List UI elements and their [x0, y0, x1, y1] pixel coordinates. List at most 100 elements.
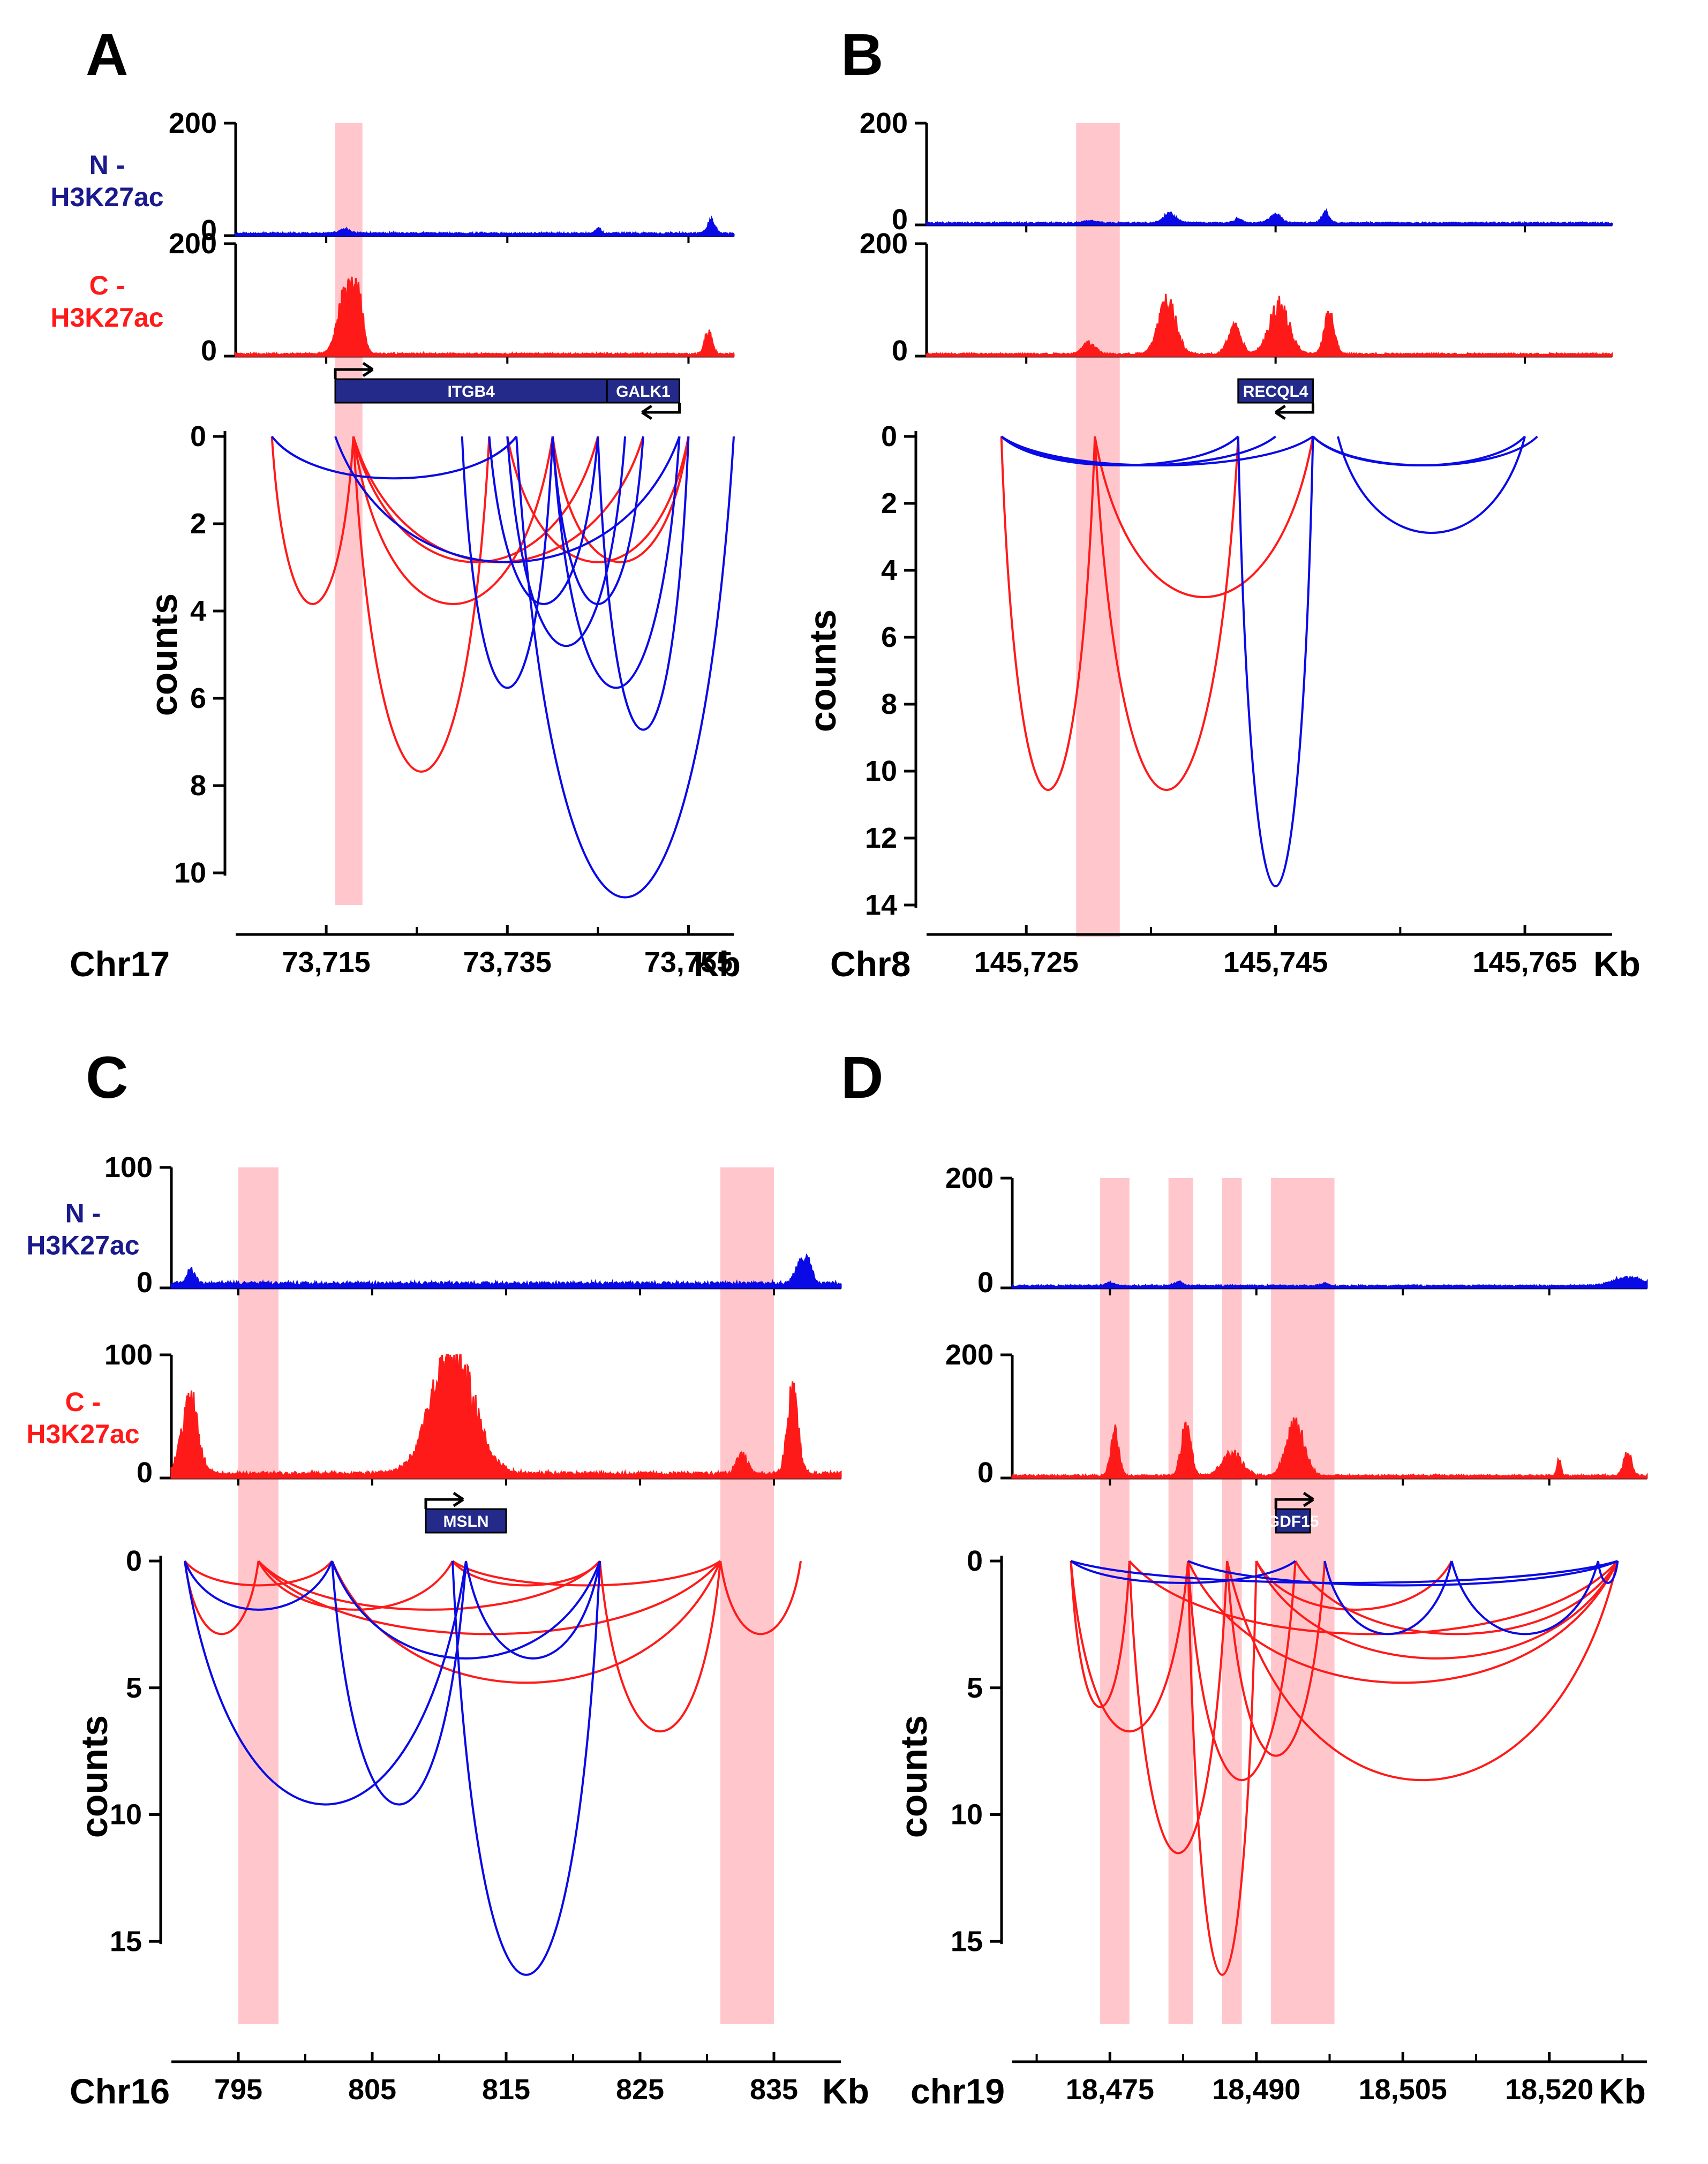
track-label: N -	[89, 150, 125, 180]
y-tick-label: 0	[137, 1457, 153, 1489]
arc-normal	[271, 435, 517, 480]
arc-plot: 0 2 4 6 8 10 12 14 counts	[802, 420, 1538, 921]
arc-normal	[1312, 435, 1538, 466]
arc-y-label: counts	[802, 609, 844, 732]
arc-y-tick-label: 12	[865, 822, 897, 854]
genomic-tick-label: 795	[214, 2073, 262, 2106]
track-label: H3K27ac	[26, 1419, 139, 1449]
arc-y-tick-label: 5	[126, 1672, 142, 1704]
track-normal: 0 200	[860, 107, 1613, 236]
arc-normal	[551, 436, 644, 605]
arc-normal	[506, 436, 627, 647]
y-tick-label: 200	[945, 1162, 994, 1194]
arc-normal	[1337, 436, 1526, 534]
arc-y-label: counts	[143, 593, 185, 716]
arc-cancer	[1255, 1560, 1619, 1660]
arc-normal	[452, 1560, 601, 1976]
gene-box	[1237, 378, 1314, 404]
arc-y-tick-label: 2	[190, 508, 206, 540]
track-label: H3K27ac	[50, 303, 163, 333]
strand-arrow	[334, 368, 373, 379]
arc-cancer	[352, 436, 491, 773]
chromosome-label: Chr16	[70, 2071, 170, 2111]
arc-normal	[1450, 1560, 1599, 1635]
genomic-axis: 18,475 18,490 18,505 18,520 chr19 Kb	[911, 2052, 1647, 2111]
arc-cancer	[506, 436, 690, 563]
track-cancer: 0 200 C -H3K27ac	[50, 228, 735, 367]
arc-cancer	[1070, 1560, 1131, 1708]
arc-normal	[1597, 1560, 1619, 1584]
arc-normal	[1237, 436, 1314, 887]
gene-label: GDF15	[1267, 1513, 1319, 1530]
genomic-tick-label: 145,765	[1472, 946, 1577, 978]
arc-plot: 0 5 10 15 counts	[73, 1545, 802, 1976]
arc-y-tick-label: 14	[865, 889, 897, 921]
gene-label: RECQL4	[1243, 383, 1308, 401]
arc-cancer	[257, 1560, 721, 1635]
y-tick-label: 200	[169, 228, 217, 260]
arc-y-tick-label: 0	[190, 420, 206, 453]
arc-normal	[331, 1560, 601, 1660]
arc-y-tick-label: 10	[951, 1799, 983, 1831]
strand-arrow	[424, 1498, 463, 1509]
arc-cancer	[1187, 1560, 1297, 1781]
y-tick-label: 0	[892, 335, 908, 367]
track-label: H3K27ac	[26, 1231, 139, 1261]
signal-normal	[926, 208, 1613, 226]
arc-y-tick-label: 15	[951, 1925, 983, 1957]
arc-cancer	[270, 436, 355, 605]
track-label: C -	[89, 270, 125, 300]
arc-y-tick-label: 15	[110, 1925, 142, 1957]
y-tick-label: 100	[104, 1151, 153, 1183]
signal-normal	[1011, 1275, 1648, 1289]
arrow-head	[362, 361, 374, 378]
y-tick-label: 200	[169, 107, 217, 139]
signal-normal	[235, 215, 735, 237]
gene-label: GALK1	[616, 383, 671, 401]
arc-normal	[184, 1560, 333, 1611]
strand-arrow	[1274, 1498, 1314, 1509]
arc-cancer	[184, 1560, 333, 1587]
arc-y-tick-label: 2	[881, 487, 897, 519]
gene-box	[606, 378, 681, 404]
gene-box	[334, 378, 608, 404]
strand-arrow	[1275, 403, 1314, 414]
chromosome-label: chr19	[911, 2071, 1005, 2111]
arc-y-tick-label: 8	[881, 688, 897, 720]
y-tick-label: 200	[860, 228, 908, 260]
gene-msln: MSLN	[424, 1491, 507, 1534]
genomic-axis: 145,725 145,745 145,765 Chr8 Kb	[830, 925, 1641, 984]
arc-normal	[465, 1560, 601, 1660]
arc-y-tick-label: 5	[967, 1672, 983, 1704]
arc-cancer	[452, 1560, 721, 1587]
unit-label: Kb	[694, 944, 741, 984]
track-label: C -	[65, 1387, 101, 1417]
genomic-tick-label: 145,725	[974, 946, 1079, 978]
arc-normal	[1070, 1560, 1296, 1584]
arc-normal	[1000, 435, 1314, 466]
highlight-band	[238, 1167, 279, 2024]
genomic-tick-label: 73,755	[644, 946, 733, 978]
strand-arrow	[642, 403, 681, 414]
arc-normal	[331, 1560, 467, 1806]
y-tick-label: 0	[977, 1266, 994, 1299]
arc-normal	[1070, 1560, 1618, 1584]
panel-letter: A	[86, 22, 128, 88]
y-tick-label: 0	[201, 214, 217, 246]
arc-y-tick-label: 0	[881, 420, 897, 453]
arrow-head	[1303, 1491, 1314, 1507]
panel-letter: D	[841, 1045, 883, 1111]
arc-y-tick-label: 4	[881, 554, 897, 586]
genomic-axis: 73,715 73,735 73,755 Chr17 Kb	[70, 925, 741, 984]
panel-letter: B	[841, 22, 883, 88]
arc-cancer	[719, 1560, 802, 1635]
gene-recql4: RECQL4	[1237, 378, 1314, 420]
gene-label: ITGB4	[447, 383, 495, 401]
arc-cancer	[1187, 1560, 1619, 1684]
arc-normal	[488, 436, 599, 605]
y-tick-label: 0	[892, 203, 908, 236]
